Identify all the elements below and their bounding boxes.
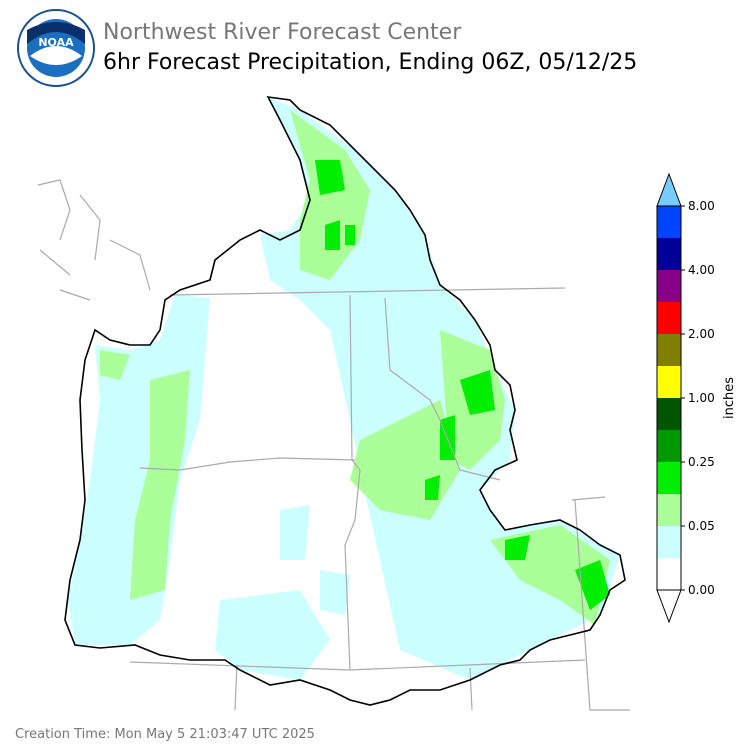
logo-text: NOAA (38, 36, 74, 49)
colorbar-tick-label: 2.00 (688, 327, 715, 341)
colorbar-tick-label: 4.00 (688, 263, 715, 277)
colorbar: 0.00 0.05 0.25 1.00 2.00 4.00 8.00 (656, 172, 715, 624)
creation-time: Creation Time: Mon May 5 21:03:47 UTC 20… (15, 727, 315, 742)
colorbar-segment (657, 302, 681, 334)
precip-green (315, 160, 610, 610)
colorbar-under (656, 589, 682, 624)
colorbar-segment (657, 238, 681, 270)
colorbar-segment (657, 526, 681, 558)
colorbar-tick-label: 8.00 (688, 199, 715, 213)
colorbar-tick-label: 0.25 (688, 455, 715, 469)
colorbar-segment (657, 334, 681, 366)
colorbar-segment (657, 462, 681, 494)
colorbar-tick-label: 1.00 (688, 391, 715, 405)
colorbar-segment (657, 398, 681, 430)
colorbar-segment (657, 366, 681, 398)
colorbar-segment (657, 558, 681, 590)
basin-outline (64, 95, 626, 706)
colorbar-label: inches (722, 377, 737, 419)
colorbar-segment (657, 206, 681, 238)
colorbar-segment (657, 494, 681, 526)
organization: Northwest River Forecast Center (103, 20, 462, 45)
noaa-logo: NOAA (17, 9, 95, 87)
colorbar-segment (657, 430, 681, 462)
colorbar-tick-label: 0.00 (688, 583, 715, 597)
colorbar-segment (657, 270, 681, 302)
colorbar-tick-label: 0.05 (688, 519, 715, 533)
colorbar-over (656, 172, 682, 207)
title: 6hr Forecast Precipitation, Ending 06Z, … (103, 50, 638, 75)
